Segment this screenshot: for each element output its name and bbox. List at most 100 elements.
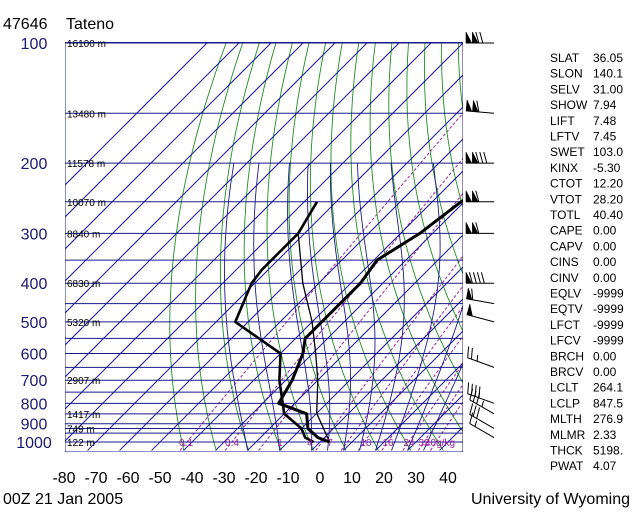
index-value: 0.00 (593, 349, 617, 363)
mixing-ratio-label: 0.1 (179, 438, 193, 449)
moist-adiabat (423, 362, 463, 451)
mixing-ratio-label: 16 (382, 438, 394, 449)
height-label: 6830 m (67, 279, 100, 290)
dry-adiabat (309, 42, 379, 451)
mixing-ratio-label: 1 (277, 438, 283, 449)
height-label: 13480 m (67, 109, 106, 120)
index-value: 4.07 (593, 459, 617, 473)
index-name: MLMR (550, 428, 586, 442)
index-name: TOTL (550, 208, 581, 222)
moist-adiabat (407, 304, 463, 451)
wind-barb (465, 190, 494, 203)
parcel-path (297, 233, 331, 443)
pressure-label: 800 (21, 396, 48, 413)
axis-labels: -80 -70 -60 -50 -40 -30 -20 -10 0 10 20 30 40 100 200 3… (16, 36, 457, 487)
x-tick-label: -30 (212, 470, 235, 487)
index-value: 12.20 (593, 177, 623, 191)
isotherm (65, 42, 272, 250)
index-name: VTOT (550, 192, 582, 206)
isotherm (65, 42, 432, 410)
wind-barb (465, 99, 495, 114)
index-name: CINV (550, 271, 579, 285)
index-value: -9999 (593, 334, 624, 348)
wind-barb (465, 31, 494, 44)
index-value: 276.9 (593, 412, 623, 426)
index-value: 847.5 (593, 396, 623, 410)
x-tick-label: 40 (439, 470, 457, 487)
index-name: SLON (550, 67, 583, 81)
index-name: SHOW (550, 98, 588, 112)
height-label: 16100 m (67, 39, 106, 50)
isotherm (215, 202, 463, 451)
x-tick-label: -60 (116, 470, 139, 487)
mixing-ratio-label: 32 (418, 438, 430, 449)
sounding-time: 00Z 21 Jan 2005 (3, 491, 123, 508)
mixing-ratio-line (179, 112, 463, 451)
height-label: 122 m (67, 438, 95, 449)
index-value: 28.20 (593, 192, 623, 206)
x-tick-label: -70 (84, 470, 107, 487)
x-tick-label: -20 (244, 470, 267, 487)
dry-adiabat (288, 42, 347, 451)
moist-adiabat (375, 163, 405, 451)
pressure-label: 900 (21, 417, 48, 434)
index-name: LCLT (550, 381, 579, 395)
index-value: 5198. (593, 444, 623, 458)
isotherm (247, 234, 463, 451)
index-name: SWET (550, 145, 585, 159)
mixing-ratio-label: 7 (327, 438, 333, 449)
index-name: MLTH (550, 412, 582, 426)
isotherm (343, 330, 463, 451)
wind-barb (469, 403, 495, 429)
index-value: 2.33 (593, 428, 617, 442)
isotherm (87, 74, 463, 451)
dewpoint-profile (234, 201, 319, 444)
mixing-ratio-label: 40g/kg (425, 438, 455, 449)
index-value: 40.40 (593, 208, 623, 222)
isotherm (279, 266, 463, 451)
x-tick-label: -80 (52, 470, 75, 487)
index-value: 7.94 (593, 98, 617, 112)
index-name: EQTV (550, 302, 583, 316)
index-name: SLAT (550, 51, 580, 65)
index-name: LCLP (550, 396, 580, 410)
wind-barb (466, 287, 495, 305)
index-value: -9999 (593, 318, 624, 332)
moist-adiabat (253, 163, 280, 451)
dry-adiabat (350, 42, 444, 451)
pressure-label: 200 (21, 156, 48, 173)
moist-adiabat (329, 163, 351, 451)
x-tick-label: 20 (375, 470, 393, 487)
pressure-label: 1000 (16, 435, 52, 452)
moist-adiabat (356, 163, 376, 451)
index-name: CAPV (550, 239, 583, 253)
data-source: University of Wyoming (471, 491, 630, 508)
isotherm (151, 138, 463, 451)
height-label: 11578 m (67, 159, 105, 170)
index-value: 7.48 (593, 114, 617, 128)
mixing-ratio-line (315, 255, 463, 451)
station-name: Tateno (66, 16, 114, 33)
height-label: 2907 m (67, 376, 100, 387)
sounding-indices: SLAT 36.05 SLON 140.1 SELV 31.00 SHOW 7.94 LIFT 7… (550, 51, 624, 473)
pressure-label: 700 (21, 373, 48, 390)
wind-barb (469, 412, 495, 439)
index-value: 7.45 (593, 130, 617, 144)
index-value: 103.0 (593, 145, 623, 159)
index-name: BRCH (550, 349, 584, 363)
index-value: 31.00 (593, 82, 623, 96)
wind-barb (465, 151, 494, 164)
height-label: 5320 m (67, 318, 100, 329)
isotherm (65, 42, 208, 186)
index-value: 0.00 (593, 239, 617, 253)
wind-barbs (465, 31, 495, 439)
isotherm (183, 170, 463, 451)
index-name: EQLV (550, 287, 581, 301)
height-label: 8840 m (67, 229, 100, 240)
dry-adiabat (243, 42, 282, 451)
wind-barb (465, 222, 494, 234)
mixing-ratio-label: 24 (403, 438, 415, 449)
index-value: -9999 (593, 302, 624, 316)
index-value: 0.00 (593, 255, 617, 269)
isotherm (65, 42, 400, 378)
